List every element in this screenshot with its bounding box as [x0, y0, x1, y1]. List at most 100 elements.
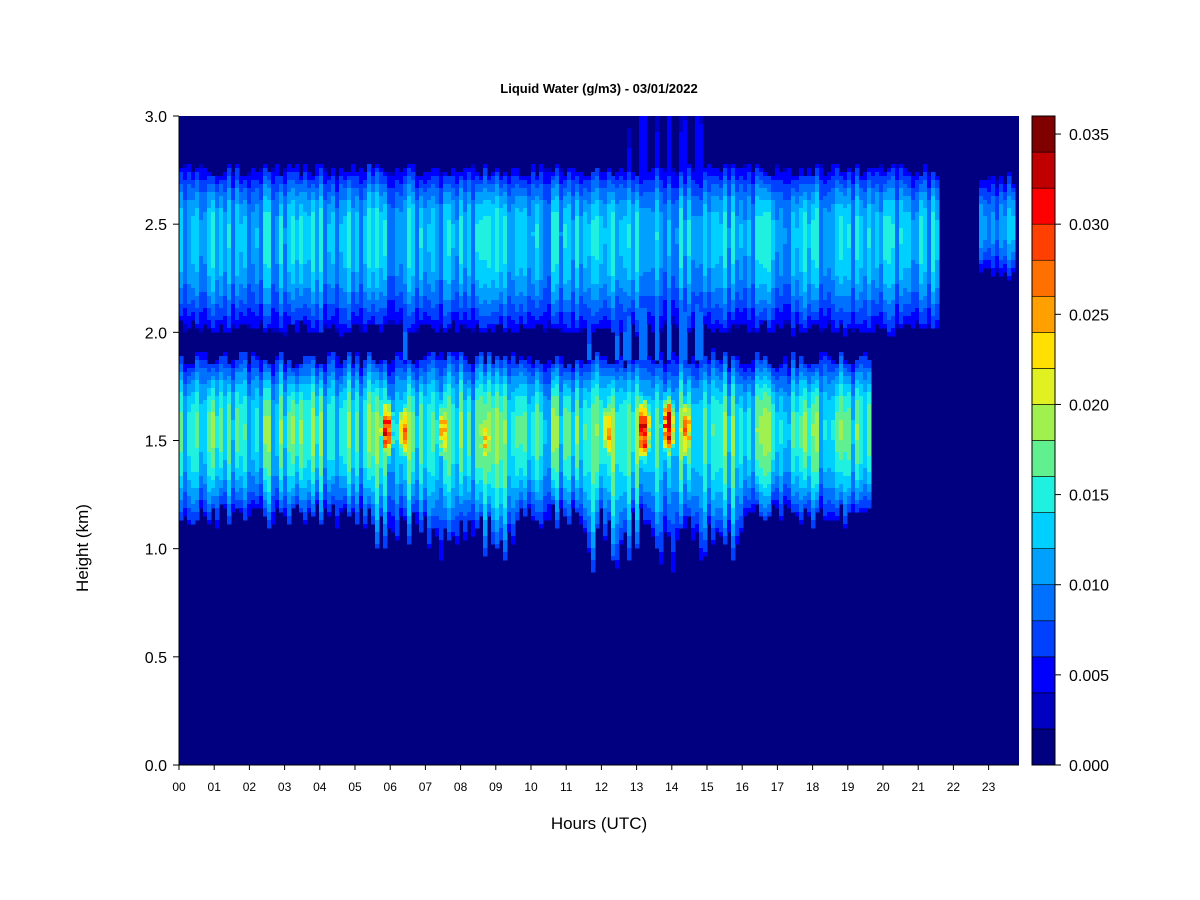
heatmap-cell: [395, 536, 400, 541]
heatmap-cell: [383, 176, 388, 185]
heatmap-cell: [383, 256, 388, 281]
heatmap-cell: [603, 440, 608, 449]
heatmap-cell: [619, 220, 624, 257]
heatmap-cell: [667, 448, 672, 453]
heatmap-cell: [323, 364, 328, 373]
heatmap-cell: [563, 324, 568, 333]
heatmap-cell: [551, 292, 556, 305]
heatmap-cell: [859, 396, 864, 465]
heatmap-cell: [347, 372, 352, 381]
heatmap-cell: [823, 504, 828, 517]
heatmap-cell: [307, 364, 312, 377]
heatmap-cell: [683, 184, 688, 197]
heatmap-cell: [619, 496, 624, 513]
heatmap-cell: [639, 392, 644, 397]
colorbar-band: [1031, 512, 1056, 549]
heatmap-cell: [591, 380, 596, 389]
heatmap-cell: [515, 208, 520, 277]
heatmap-cell: [251, 168, 256, 181]
heatmap-cell: [847, 168, 852, 173]
heatmap-cell: [1011, 188, 1016, 193]
heatmap-cell: [911, 200, 916, 221]
heatmap-cell: [207, 380, 212, 389]
heatmap-cell: [391, 384, 396, 401]
heatmap-cell: [791, 504, 796, 513]
heatmap-cell: [379, 468, 384, 485]
heatmap-cell: [607, 376, 612, 385]
heatmap-cell: [907, 304, 912, 317]
heatmap-cell: [635, 176, 640, 185]
heatmap-cell: [675, 188, 680, 201]
heatmap-cell: [451, 188, 456, 201]
heatmap-cell: [207, 452, 212, 477]
heatmap-cell: [803, 496, 808, 505]
heatmap-cell: [563, 476, 568, 489]
heatmap-cell: [663, 440, 668, 445]
heatmap-cell: [763, 268, 768, 285]
heatmap-cell: [527, 216, 532, 269]
heatmap-cell: [359, 484, 364, 497]
heatmap-cell: [699, 216, 704, 265]
heatmap-cell: [627, 188, 632, 201]
heatmap-cell: [859, 372, 864, 385]
heatmap-cell: [559, 356, 564, 365]
heatmap-cell: [539, 392, 544, 413]
heatmap-cell: [695, 472, 700, 497]
heatmap-cell: [731, 416, 736, 457]
heatmap-cell: [759, 284, 764, 301]
heatmap-cell: [239, 252, 244, 285]
heatmap-cell: [459, 472, 464, 485]
heatmap-cell: [483, 436, 488, 441]
heatmap-cell: [823, 176, 828, 185]
heatmap-cell: [203, 464, 208, 485]
heatmap-cell: [343, 180, 348, 189]
heatmap-cell: [687, 464, 692, 481]
heatmap-cell: [247, 176, 252, 189]
heatmap-cell: [667, 452, 672, 457]
heatmap-cell: [667, 456, 672, 469]
heatmap-cell: [815, 452, 820, 473]
heatmap-cell: [979, 180, 984, 189]
heatmap-cell: [351, 292, 356, 313]
heatmap-cell: [747, 308, 752, 321]
heatmap-cell: [551, 408, 556, 453]
heatmap-cell: [507, 512, 512, 525]
heatmap-cell: [811, 384, 816, 393]
heatmap-cell: [315, 304, 320, 321]
heatmap-cell: [567, 504, 572, 517]
heatmap-cell: [303, 172, 308, 181]
heatmap-cell: [399, 380, 404, 401]
heatmap-cell: [575, 380, 580, 389]
heatmap-cell: [891, 328, 896, 337]
heatmap-cell: [475, 380, 480, 389]
heatmap-cell: [195, 168, 200, 173]
heatmap-cell: [403, 408, 408, 413]
heatmap-cell: [831, 204, 836, 281]
heatmap-cell: [279, 216, 284, 265]
heatmap-cell: [759, 312, 764, 321]
heatmap-cell: [447, 508, 452, 521]
heatmap-cell: [423, 360, 428, 373]
heatmap-cell: [863, 352, 868, 357]
heatmap-cell: [443, 448, 448, 453]
heatmap-cell: [723, 212, 728, 269]
heatmap-cell: [667, 176, 672, 185]
heatmap-cell: [207, 276, 212, 297]
heatmap-cell: [487, 192, 492, 201]
heatmap-cell: [747, 172, 752, 185]
heatmap-cell: [211, 364, 216, 369]
heatmap-cell: [239, 508, 244, 513]
heatmap-cell: [811, 424, 816, 437]
heatmap-cell: [495, 312, 500, 325]
heatmap-cell: [663, 204, 668, 273]
heatmap-cell: [203, 368, 208, 385]
heatmap-cell: [735, 356, 740, 361]
heatmap-cell: [795, 176, 800, 181]
heatmap-cell: [595, 284, 600, 301]
heatmap-cell: [403, 184, 408, 201]
heatmap-cell: [623, 180, 628, 189]
heatmap-cell: [647, 420, 652, 425]
heatmap-cell: [423, 272, 428, 297]
heatmap-cell: [771, 368, 776, 377]
heatmap-cell: [775, 164, 780, 169]
